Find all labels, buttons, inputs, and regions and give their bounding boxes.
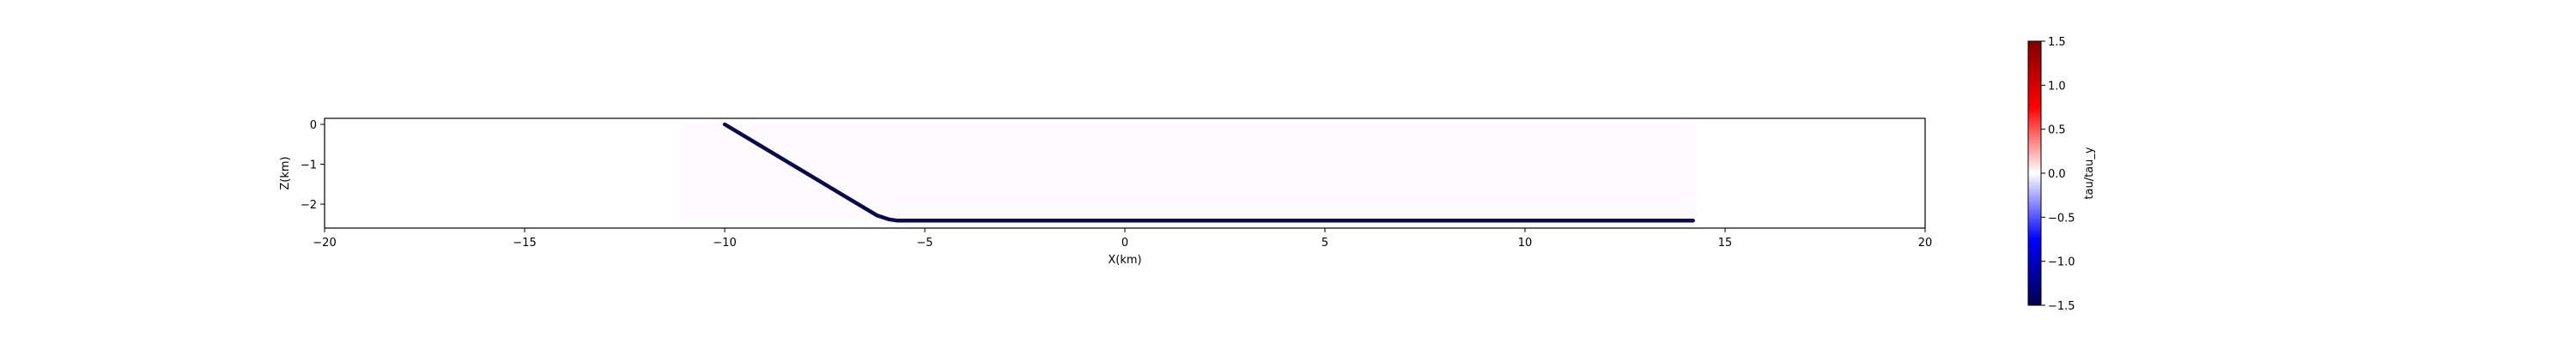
y-axis-label: Z(km) [279,156,292,190]
colorbar-fill [2028,41,2041,305]
y-axis-ticks: 0 −1 −2 [301,119,325,212]
shaded-region [683,124,1696,221]
x-axis-ticks: −20 −15 −10 −5 0 5 10 15 20 [313,228,1932,250]
x-tick-label: 0 [1121,237,1128,250]
colorbar-tick-label: −1.5 [2048,300,2075,313]
x-tick-label: −15 [513,237,536,250]
colorbar-tick-label: −1.0 [2048,256,2075,269]
x-tick-label: −10 [713,237,736,250]
x-tick-label: −20 [313,237,336,250]
main-axes: −20 −15 −10 −5 0 5 10 15 20 0 −1 −2 X(km) Z(km) [279,118,1932,267]
y-tick-label: −1 [301,159,317,172]
x-tick-label: 15 [1718,237,1733,250]
colorbar: 1.5 1.0 0.5 0.0 −0.5 −1.0 −1.5 tau/tau_y [2028,36,2096,313]
x-tick-label: 20 [1918,237,1933,250]
x-tick-label: 10 [1518,237,1533,250]
colorbar-tick-label: −0.5 [2048,212,2075,225]
y-tick-label: 0 [310,119,317,132]
colorbar-tick-label: 1.0 [2048,80,2066,93]
x-tick-label: −5 [916,237,933,250]
colorbar-tick-label: 1.5 [2048,36,2066,49]
colorbar-label: tau/tau_y [2083,147,2096,199]
x-axis-label: X(km) [1108,254,1141,267]
colorbar-ticks: 1.5 1.0 0.5 0.0 −0.5 −1.0 −1.5 [2041,36,2075,313]
colorbar-tick-label: 0.0 [2048,168,2066,181]
colorbar-tick-label: 0.5 [2048,124,2066,137]
y-tick-label: −2 [301,199,317,212]
x-tick-label: 5 [1321,237,1328,250]
